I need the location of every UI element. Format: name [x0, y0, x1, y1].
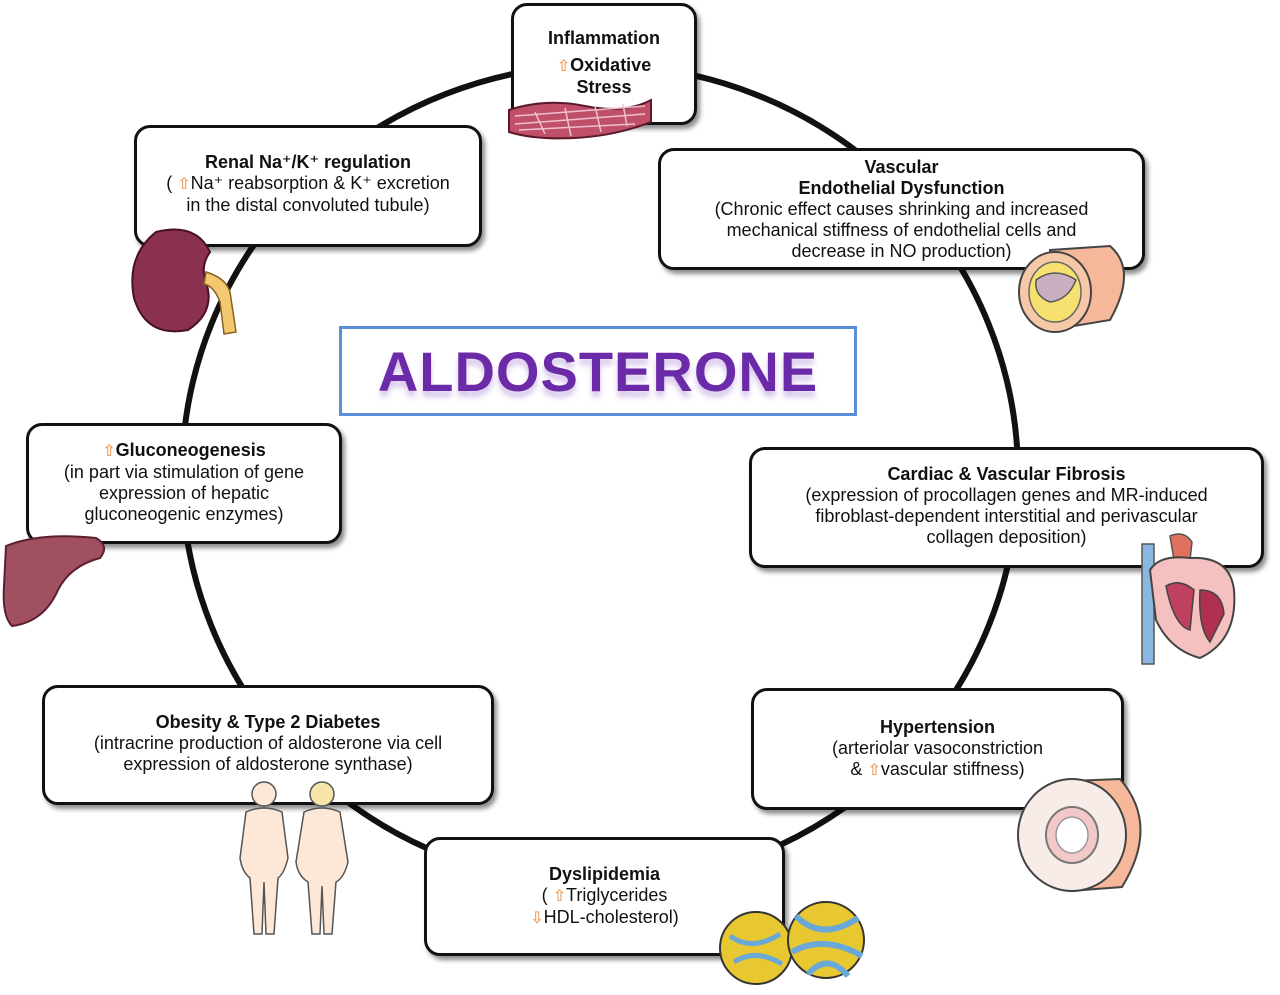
obesity-line2: expression of aldosterone synthase) [123, 754, 413, 774]
renal-line1: Na⁺ reabsorption & K⁺ excretion [190, 173, 450, 193]
up-arrow-icon: ⇧ [556, 58, 571, 75]
vascular-title2: Endothelial Dysfunction [798, 178, 1005, 198]
cardiac-line2: fibroblast-dependent interstitial and pe… [815, 506, 1198, 526]
renal-regulation-box: Renal Na⁺/K⁺ regulation ( ⇧Na⁺ reabsorpt… [134, 125, 482, 247]
lipoprotein-icon [719, 901, 865, 985]
cardiac-line1: (expression of procollagen genes and MR-… [805, 485, 1208, 505]
gluconeogenesis-line1: (in part via stimulation of gene [63, 462, 305, 482]
center-title: ALDOSTERONE [377, 339, 819, 403]
renal-line1-prefix: ( [166, 173, 178, 193]
vascular-line1: (Chronic effect causes shrinking and inc… [714, 199, 1089, 219]
up-arrow-icon: ⇧ [552, 888, 567, 905]
dyslipidemia-line2: HDL-cholesterol) [543, 907, 679, 927]
dyslipidemia-line1-prefix: ( [541, 885, 553, 905]
hypertension-line1: (arteriolar vasoconstriction [831, 738, 1044, 758]
inflammation-title: Inflammation [547, 28, 660, 48]
gluconeogenesis-title: Gluconeogenesis [115, 440, 266, 460]
dyslipidemia-line1: Triglycerides [566, 885, 668, 905]
renal-title: Renal Na⁺/K⁺ regulation [204, 152, 412, 172]
artery-plaque-icon [1018, 244, 1125, 333]
heart-icon [1141, 533, 1236, 665]
vessel-cross-section-icon [1017, 777, 1142, 893]
up-arrow-icon: ⇧ [867, 762, 881, 779]
obesity-title: Obesity & Type 2 Diabetes [155, 712, 381, 732]
cardiac-title: Cardiac & Vascular Fibrosis [887, 464, 1126, 484]
up-arrow-icon: ⇧ [102, 443, 116, 460]
up-arrow-icon: ⇧ [177, 176, 191, 193]
human-bodies-icon [239, 781, 349, 935]
cardiac-fibrosis-box: Cardiac & Vascular Fibrosis (expression … [749, 447, 1264, 568]
vascular-line2: mechanical stiffness of endothelial cell… [726, 220, 1077, 240]
obesity-line1: (intracrine production of aldosterone vi… [93, 733, 443, 753]
dyslipidemia-title: Dyslipidemia [548, 864, 661, 884]
kidney-icon [131, 228, 237, 335]
vascular-dysfunction-box: Vascular Endothelial Dysfunction (Chroni… [658, 148, 1145, 270]
liver-icon [2, 535, 106, 628]
down-arrow-icon: ⇩ [530, 910, 544, 927]
inflammation-line1: Oxidative [570, 55, 652, 75]
hypertension-title: Hypertension [879, 717, 996, 737]
hypertension-line2: vascular stiffness) [880, 759, 1025, 779]
inflammation-line2: Stress [576, 77, 632, 97]
gluconeogenesis-line3: gluconeogenic enzymes) [84, 504, 284, 524]
muscle-tissue-icon [508, 98, 652, 140]
vascular-title1: Vascular [864, 157, 939, 177]
gluconeogenesis-line2: expression of hepatic [98, 483, 270, 503]
hypertension-line2-prefix: & [850, 759, 868, 779]
gluconeogenesis-box: ⇧Gluconeogenesis (in part via stimulatio… [26, 423, 342, 544]
cardiac-line3: collagen deposition) [926, 527, 1087, 547]
vascular-line3: decrease in NO production) [791, 241, 1012, 261]
center-title-box: ALDOSTERONE [339, 326, 857, 416]
renal-line2: in the distal convoluted tubule) [186, 195, 430, 215]
